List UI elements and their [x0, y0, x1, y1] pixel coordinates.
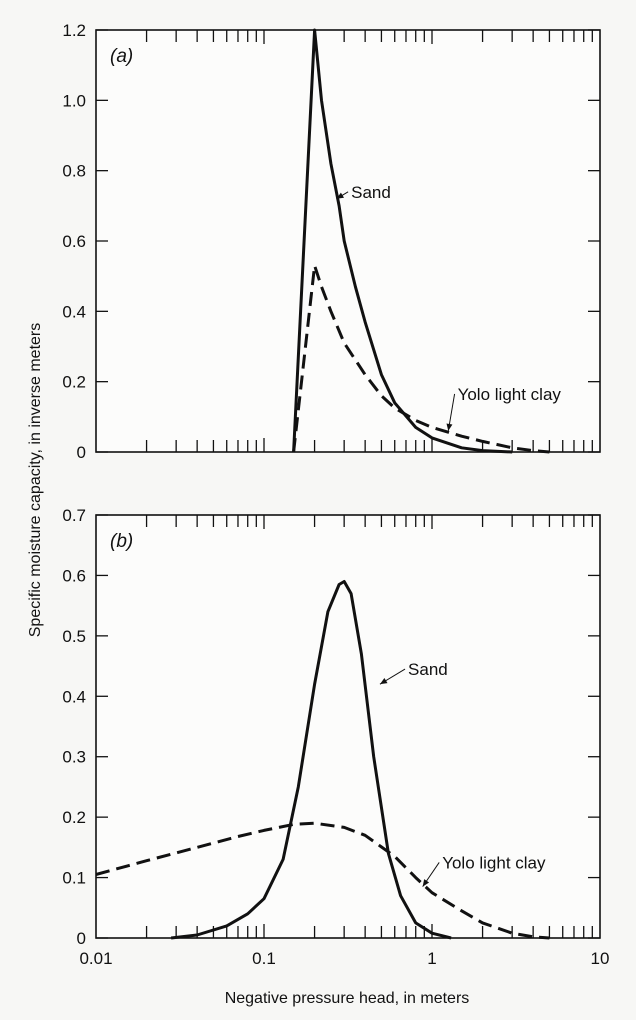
y-tick-label: 0.1 [62, 869, 86, 888]
x-axis-label: Negative pressure head, in meters [225, 990, 470, 1007]
series-sand [292, 28, 513, 454]
y-axis-label: Specific moisture capacity, in inverse m… [27, 323, 44, 637]
y-tick-label: 0.4 [62, 687, 86, 706]
y-tick-label: 0.7 [62, 506, 86, 525]
y-tick-label: 0 [77, 443, 86, 462]
x-tick-label: 1 [427, 949, 436, 968]
annotation-label: Yolo light clay [442, 853, 546, 872]
y-tick-label: 1.2 [62, 21, 86, 40]
panel-label: (a) [110, 46, 133, 67]
x-tick-label: 10 [591, 949, 610, 968]
arrowhead-icon [379, 678, 388, 685]
x-tick-label: 0.01 [79, 949, 112, 968]
y-tick-label: 0.6 [62, 232, 86, 251]
y-tick-label: 0.5 [62, 627, 86, 646]
panel-a: 0 0.2 0.4 0.6 0.8 1.0 1.2 (a) Sand Yolo light cla… [62, 21, 601, 462]
series-sand [170, 580, 452, 940]
panel-label: (b) [110, 531, 133, 552]
arrowhead-icon [336, 192, 345, 199]
series-yolo-light-clay [95, 821, 550, 940]
y-tick-label: 0.2 [62, 373, 86, 392]
series-yolo-light-clay [292, 264, 550, 454]
y-tick-label: 1.0 [62, 91, 86, 110]
annotation-label: Sand [408, 660, 448, 679]
arrowhead-icon [422, 879, 430, 887]
arrowhead-icon [446, 423, 453, 431]
annotation-label: Yolo light clay [458, 385, 562, 404]
y-tick-label: 0.4 [62, 302, 86, 321]
y-tick-label: 0 [77, 929, 86, 948]
panel-b: 0 0.1 0.2 0.3 0.4 0.5 0.6 0.7 0.01 0.1 1 10 (b) Sand Y… [62, 506, 609, 968]
plot-frame [95, 29, 601, 453]
plot-frame [95, 514, 601, 939]
y-tick-label: 0.8 [62, 162, 86, 181]
y-tick-label: 0.2 [62, 808, 86, 827]
panels: 0 0.2 0.4 0.6 0.8 1.0 1.2 (a) Sand Yolo light cla… [62, 21, 609, 968]
x-tick-label: 0.1 [252, 949, 276, 968]
y-tick-label: 0.6 [62, 566, 86, 585]
y-tick-label: 0.3 [62, 748, 86, 767]
annotation-label: Sand [351, 183, 391, 202]
